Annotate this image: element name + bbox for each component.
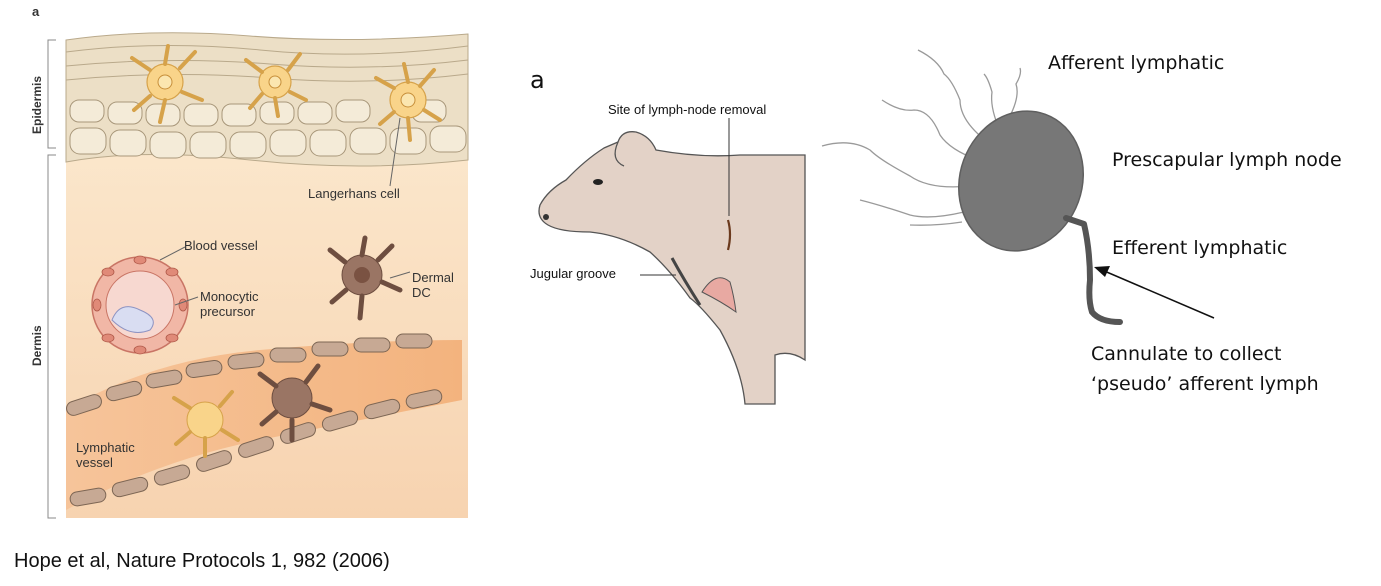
efferent-lymphatic-label: Efferent lymphatic	[1112, 237, 1288, 259]
dermal-dc-label-line1: Dermal	[412, 270, 454, 285]
cow-eye	[593, 179, 603, 185]
cannulate-label-line2: ‘pseudo’ afferent lymph	[1091, 373, 1319, 395]
citation-text: Hope et al, Nature Protocols 1, 982 (200…	[14, 550, 390, 572]
epidermis-label: Epidermis	[30, 75, 44, 134]
skin-panel-letter: a	[32, 4, 40, 19]
endothelial-cells	[66, 333, 443, 507]
monocytic-precursor-label-line1: Monocytic	[200, 289, 259, 304]
dermal-dc-label-line2: DC	[412, 285, 431, 300]
cannula-arrow-head	[1094, 266, 1110, 277]
afferent-vessels	[821, 49, 1022, 226]
langerhans-cell-label: Langerhans cell	[308, 186, 400, 201]
blood-vessel-label: Blood vessel	[184, 238, 258, 253]
skin-illustration	[47, 32, 469, 519]
blood-vessel	[91, 255, 189, 355]
jugular-groove-mark	[670, 257, 702, 306]
cow-panel-letter: a	[530, 66, 545, 94]
efferent-vessel	[1063, 215, 1123, 325]
jugular-groove-label: Jugular groove	[530, 266, 616, 281]
cannula-arrow-shaft	[1101, 269, 1215, 319]
incision-site	[701, 277, 737, 314]
site-of-removal-label: Site of lymph-node removal	[608, 102, 767, 117]
lymph-node-removal-site	[726, 219, 732, 251]
keratinocyte-cells	[69, 99, 467, 159]
afferent-lymphatic-label: Afferent lymphatic	[1048, 52, 1225, 74]
dermis-label: Dermis	[30, 325, 44, 366]
prescapular-lymph-node-label: Prescapular lymph node	[1112, 149, 1342, 171]
prescapular-lymph-node	[957, 110, 1085, 252]
lymphatic-vessel-label-line2: vessel	[76, 455, 113, 470]
monocytic-precursor-label-line2: precursor	[200, 304, 255, 319]
cow-nostril	[543, 214, 549, 220]
lymphatic-vessel-label-line1: Lymphatic	[76, 440, 135, 455]
cannulate-label-line1: Cannulate to collect	[1091, 343, 1282, 365]
